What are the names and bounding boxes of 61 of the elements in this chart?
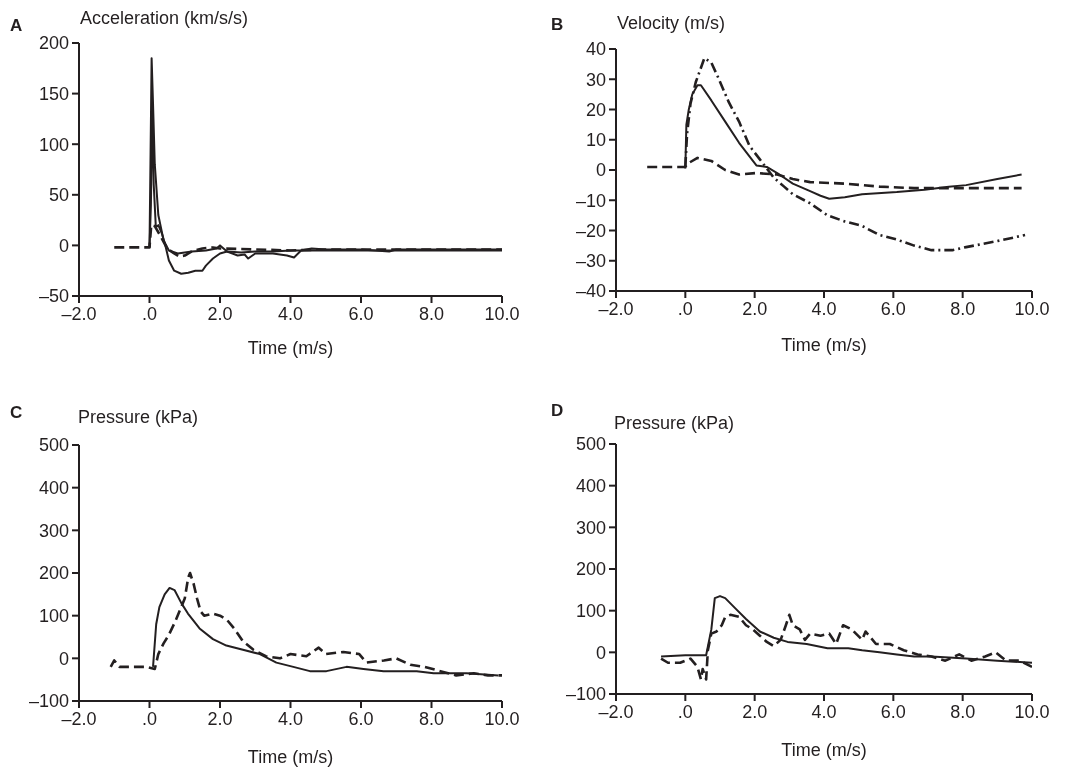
x-tick-label: 10.0 bbox=[484, 708, 520, 729]
x-tick-label: 10.0 bbox=[1014, 298, 1050, 319]
x-axis-title: Time (m/s) bbox=[247, 747, 334, 767]
y-tick-label: 100 bbox=[575, 601, 606, 622]
y-tick-label: 0 bbox=[595, 642, 606, 663]
chart-title: C bbox=[10, 403, 23, 423]
x-tick-label: 6.0 bbox=[348, 708, 374, 729]
chart-title: A bbox=[10, 16, 23, 36]
y-tick-label: 20 bbox=[585, 99, 606, 120]
x-tick-label: .0 bbox=[677, 298, 693, 319]
x-tick-label: 4.0 bbox=[811, 701, 837, 722]
y-tick-label: 40 bbox=[585, 39, 606, 60]
y-tick-label: 200 bbox=[38, 563, 69, 584]
y-tick-label: 300 bbox=[38, 520, 69, 541]
y-tick-label: 400 bbox=[575, 476, 606, 497]
x-tick-label: 2.0 bbox=[207, 303, 233, 324]
y-tick-label: –30 bbox=[575, 251, 606, 272]
x-axis-title: Time (m/s) bbox=[781, 740, 867, 760]
chart-title: B bbox=[551, 15, 564, 35]
y-tick-label: 500 bbox=[575, 434, 606, 455]
y-tick-label: 150 bbox=[38, 83, 69, 104]
y-tick-label: 30 bbox=[585, 69, 606, 90]
x-tick-label: 8.0 bbox=[950, 701, 976, 722]
y-tick-label: 0 bbox=[58, 235, 69, 256]
x-tick-label: 2.0 bbox=[742, 298, 768, 319]
x-tick-label: 4.0 bbox=[811, 298, 837, 319]
y-axis-title: Acceleration (km/s/s) bbox=[80, 7, 249, 29]
y-tick-label: 500 bbox=[38, 435, 69, 456]
y-axis-title: Pressure (kPa) bbox=[614, 412, 735, 434]
x-axis-title: Time (m/s) bbox=[247, 338, 334, 358]
chart-title: D bbox=[551, 401, 564, 421]
y-tick-label: 10 bbox=[585, 130, 606, 151]
y-tick-label: 50 bbox=[48, 185, 69, 206]
y-tick-label: 0 bbox=[58, 648, 69, 669]
x-tick-label: 2.0 bbox=[207, 708, 233, 729]
y-axis-title: Pressure (kPa) bbox=[78, 406, 199, 428]
x-tick-label: .0 bbox=[141, 708, 158, 729]
x-tick-label: 4.0 bbox=[277, 303, 304, 324]
y-tick-label: 0 bbox=[595, 160, 606, 181]
x-tick-label: 6.0 bbox=[880, 298, 906, 319]
x-tick-label: 2.0 bbox=[742, 701, 768, 722]
y-axis-title: Velocity (m/s) bbox=[617, 12, 726, 34]
y-tick-label: 300 bbox=[575, 517, 606, 538]
x-tick-label: 8.0 bbox=[418, 303, 445, 324]
x-axis-title: Time (m/s) bbox=[781, 335, 867, 355]
x-tick-label: 6.0 bbox=[880, 701, 906, 722]
y-tick-label: –10 bbox=[575, 190, 606, 211]
y-tick-label: –20 bbox=[575, 220, 606, 241]
x-tick-label: 4.0 bbox=[277, 708, 304, 729]
y-tick-label: 100 bbox=[38, 134, 69, 155]
x-tick-label: .0 bbox=[141, 303, 158, 324]
y-tick-label: 100 bbox=[38, 606, 69, 627]
x-tick-label: 8.0 bbox=[950, 298, 976, 319]
x-tick-label: 6.0 bbox=[348, 303, 374, 324]
y-tick-label: 200 bbox=[575, 559, 606, 580]
x-tick-label: 10.0 bbox=[1014, 701, 1050, 722]
x-tick-label: .0 bbox=[677, 701, 693, 722]
y-tick-label: 200 bbox=[38, 33, 69, 54]
x-tick-label: 8.0 bbox=[418, 708, 445, 729]
x-tick-label: 10.0 bbox=[484, 303, 520, 324]
y-tick-label: 400 bbox=[38, 478, 69, 499]
